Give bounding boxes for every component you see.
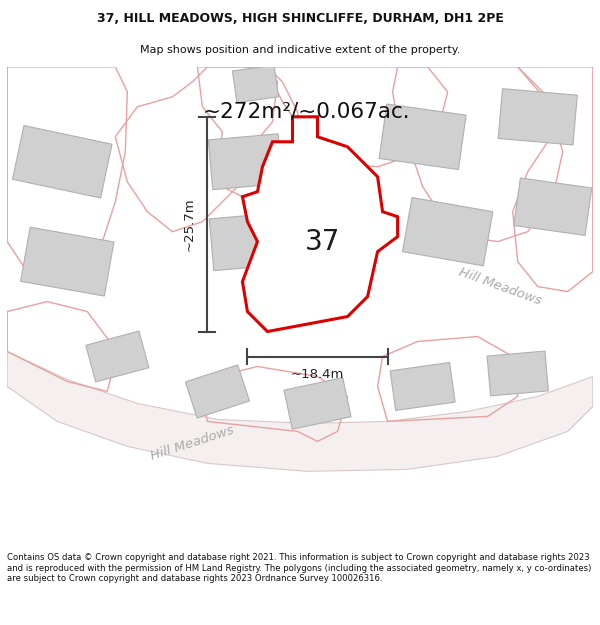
- Text: Hill Meadows: Hill Meadows: [149, 424, 236, 463]
- Polygon shape: [284, 378, 351, 429]
- Text: 37, HILL MEADOWS, HIGH SHINCLIFFE, DURHAM, DH1 2PE: 37, HILL MEADOWS, HIGH SHINCLIFFE, DURHA…: [97, 12, 503, 25]
- Polygon shape: [13, 126, 112, 198]
- Text: Contains OS data © Crown copyright and database right 2021. This information is : Contains OS data © Crown copyright and d…: [7, 553, 592, 583]
- Polygon shape: [20, 228, 114, 296]
- Text: ~18.4m: ~18.4m: [291, 369, 344, 381]
- Text: ~272m²/~0.067ac.: ~272m²/~0.067ac.: [202, 102, 410, 122]
- Polygon shape: [379, 104, 466, 169]
- Polygon shape: [185, 365, 250, 418]
- Text: ~25.7m: ~25.7m: [182, 198, 196, 251]
- Polygon shape: [86, 331, 149, 382]
- Text: Map shows position and indicative extent of the property.: Map shows position and indicative extent…: [140, 44, 460, 54]
- Polygon shape: [514, 178, 592, 236]
- Polygon shape: [403, 198, 493, 266]
- Polygon shape: [232, 65, 278, 102]
- Polygon shape: [7, 351, 593, 471]
- Polygon shape: [390, 362, 455, 411]
- Polygon shape: [242, 117, 398, 331]
- Polygon shape: [209, 213, 286, 271]
- Text: Hill Meadows: Hill Meadows: [457, 266, 543, 308]
- Polygon shape: [487, 351, 548, 396]
- Polygon shape: [498, 89, 577, 145]
- Polygon shape: [208, 134, 283, 189]
- Text: 37: 37: [305, 228, 340, 256]
